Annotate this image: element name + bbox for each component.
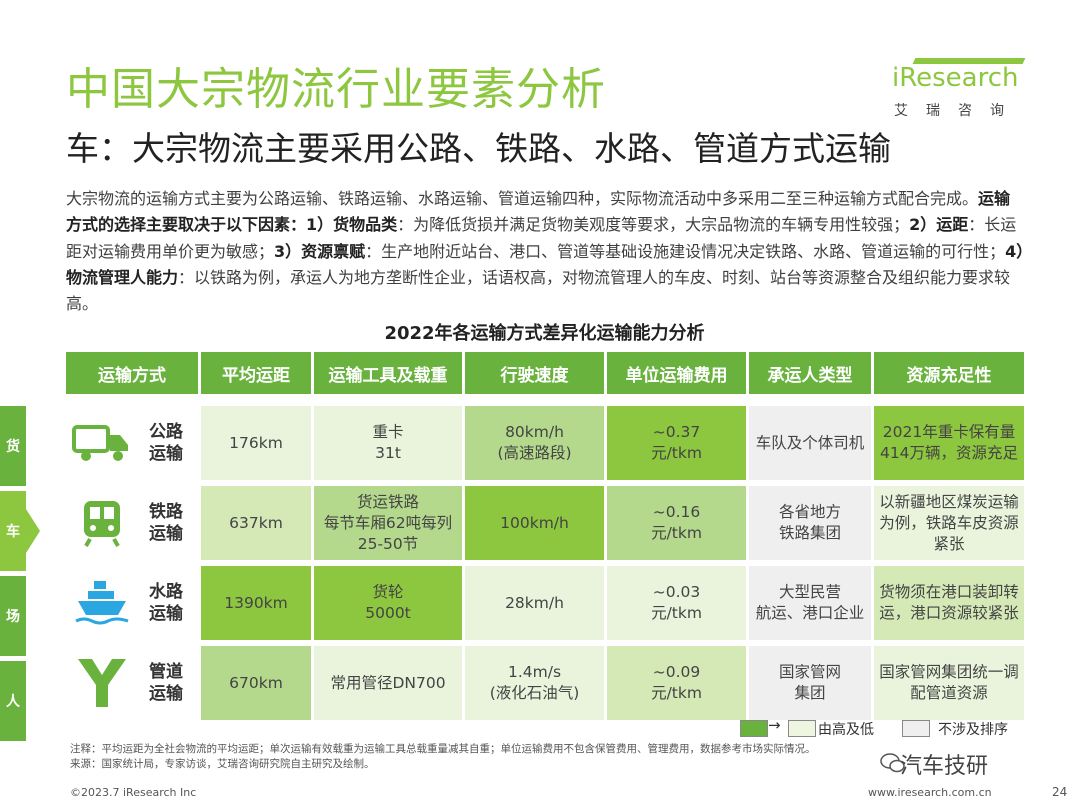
watermark: 汽车技研 (900, 754, 989, 779)
mode-label: 铁路 运输 (149, 502, 183, 544)
footnotes: 注释：平均运距为全社会物流的平均运距；单次运输有效载重为运输工具总载重量减其自重… (70, 742, 816, 772)
ship-icon (70, 575, 134, 631)
intro-bold: 4）物流管理人能力 (66, 241, 1025, 287)
carrier-cell: 大型民营 航运、港口企业 (749, 566, 871, 646)
legend-swatch-low (788, 720, 816, 737)
intro-paragraph: 大宗物流的运输方式主要为公路运输、铁路运输、水路运输、管道运输四种，实际物流活动… (66, 186, 1026, 317)
header-cell: 资源充足性 (874, 352, 1024, 394)
resource-cell: 2021年重卡保有量 414万辆，资源充足 (874, 406, 1024, 486)
transport-comparison-table: 运输方式 平均运距 运输工具及载重 行驶速度 单位运输费用 承运人类型 资源充足… (63, 352, 1027, 726)
resource-cell: 国家管网集团统一调 配管道资源 (874, 646, 1024, 726)
header-cell: 平均运距 (201, 352, 311, 394)
cost-cell: ~0.16 元/tkm (607, 486, 746, 566)
legend-gradient-label: 由高及低 (818, 722, 874, 738)
header-cell: 运输工具及载重 (314, 352, 462, 394)
page-subtitle: 车：大宗物流主要采用公路、铁路、水路、管道方式运输 (66, 129, 891, 168)
table-row: 水路 运输 1390km 货轮 5000t 28km/h ~0.03 元/tkm 大型… (66, 566, 1024, 646)
mode-cell: 公路 运输 (66, 406, 198, 486)
intro-text: ：长运距对运输费用单价更为敏感； (66, 215, 1017, 261)
vehicle-cell: 货运铁路 每节车厢62吨每列 25-50节 (314, 486, 462, 566)
intro-bold: 3）资源禀赋 (274, 241, 366, 261)
distance-cell: 1390km (201, 566, 311, 646)
footer-url[interactable]: www.iresearch.com.cn (868, 786, 992, 799)
cost-cell: ~0.03 元/tkm (607, 566, 746, 646)
table-row: 管道 运输 670km 常用管径DN700 1.4m/s (液化石油气) ~0.09… (66, 646, 1024, 726)
train-icon (70, 495, 134, 551)
speed-cell: 1.4m/s (液化石油气) (465, 646, 604, 726)
intro-text: ：为降低货损并满足货物美观度等要求，大宗品物流的车辆专用性较强； (397, 215, 910, 235)
logo-chinese-name: 艾瑞咨询 (894, 103, 1022, 119)
carrier-cell: 各省地方 铁路集团 (749, 486, 871, 566)
wechat-icon (880, 753, 905, 773)
page-number: 24 (1052, 785, 1068, 799)
intro-bold: 运输方式的选择主要取决于以下因素：1）货物品类 (66, 189, 1011, 235)
logo-brand: iResearch (892, 63, 1019, 93)
side-navigation: 货 车 场 人 (0, 406, 40, 746)
copyright: ©2023.7 iResearch Inc (70, 786, 197, 799)
speed-cell: 80km/h (高速路段) (465, 406, 604, 486)
mode-label: 管道 运输 (149, 662, 183, 704)
vehicle-cell: 常用管径DN700 (314, 646, 462, 726)
mode-cell: 铁路 运输 (66, 486, 198, 566)
iresearch-logo: iResearch 艾瑞咨询 (888, 58, 1028, 128)
table-row: 铁路 运输 637km 货运铁路 每节车厢62吨每列 25-50节 100km/h ~… (66, 486, 1024, 566)
intro-text: ：生产地附近站台、港口、管道等基础设施建设情况决定铁路、水路、管道运输的可行性； (365, 241, 1006, 261)
intro-bold: 2）运距 (909, 215, 969, 235)
distance-cell: 176km (201, 406, 311, 486)
header-cell: 承运人类型 (749, 352, 871, 394)
vehicle-cell: 重卡 31t (314, 406, 462, 486)
vehicle-cell: 货轮 5000t (314, 566, 462, 646)
distance-cell: 670km (201, 646, 311, 726)
header-cell: 单位运输费用 (607, 352, 746, 394)
legend-neutral-label: 不涉及排序 (938, 722, 1008, 738)
distance-cell: 637km (201, 486, 311, 566)
resource-cell: 以新疆地区煤炭运输 为例，铁路车皮资源 紧张 (874, 486, 1024, 566)
mode-cell: 管道 运输 (66, 646, 198, 726)
truck-icon (70, 415, 134, 471)
table-header-row: 运输方式 平均运距 运输工具及载重 行驶速度 单位运输费用 承运人类型 资源充足… (66, 352, 1024, 394)
mode-label: 水路 运输 (149, 582, 183, 624)
legend-arrow: → (768, 716, 781, 734)
intro-text: 大宗物流的运输方式主要为公路运输、铁路运输、水路运输、管道运输四种，实际物流活动… (66, 189, 979, 208)
pipeline-icon (70, 655, 134, 711)
legend-swatch-high (740, 720, 768, 737)
side-tab-vehicle[interactable]: 车 (0, 491, 40, 571)
speed-cell: 28km/h (465, 566, 604, 646)
legend-swatch-neutral (902, 720, 930, 737)
mode-cell: 水路 运输 (66, 566, 198, 646)
note-text: 注释：平均运距为全社会物流的平均运距；单次运输有效载重为运输工具总载重量减其自重… (70, 743, 816, 755)
intro-text: ：以铁路为例，承运人为地方垄断性企业，话语权高，对物流管理人的车皮、时刻、站台等… (66, 267, 1011, 314)
carrier-cell: 车队及个体司机 (749, 406, 871, 486)
side-tab-people[interactable]: 人 (0, 661, 26, 741)
source-text: 来源：国家统计局，专家访谈，艾瑞咨询研究院自主研究及绘制。 (70, 758, 375, 770)
carrier-cell: 国家管网 集团 (749, 646, 871, 726)
header-cell: 行驶速度 (465, 352, 604, 394)
resource-cell: 货物须在港口装卸转 运，港口资源较紧张 (874, 566, 1024, 646)
cost-cell: ~0.37 元/tkm (607, 406, 746, 486)
side-tab-goods[interactable]: 货 (0, 406, 26, 486)
speed-cell: 100km/h (465, 486, 604, 566)
cost-cell: ~0.09 元/tkm (607, 646, 746, 726)
table-row: 公路 运输 176km 重卡 31t 80km/h (高速路段) ~0.37 元/tkm… (66, 406, 1024, 486)
side-tab-site[interactable]: 场 (0, 576, 26, 656)
header-cell: 运输方式 (66, 352, 198, 394)
page-title: 中国大宗物流行业要素分析 (66, 64, 606, 115)
mode-label: 公路 运输 (149, 422, 183, 464)
table-title: 2022年各运输方式差异化运输能力分析 (384, 323, 705, 344)
